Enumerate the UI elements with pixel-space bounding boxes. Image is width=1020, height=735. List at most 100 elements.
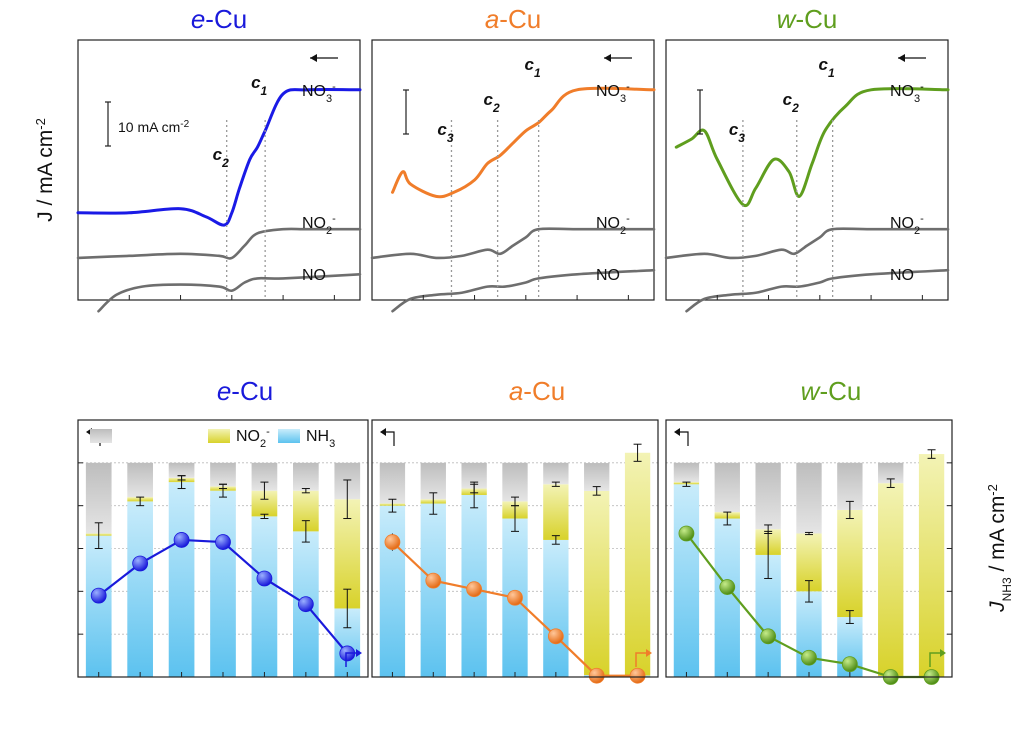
peak-label: c2	[783, 90, 799, 115]
curve-no2	[76, 227, 362, 260]
j-nh3-point	[466, 581, 483, 598]
bar-no2	[543, 484, 569, 540]
bar-nh3	[420, 503, 446, 677]
species-label: NO2-	[302, 213, 336, 237]
axis-indicator-arrow	[929, 652, 942, 667]
j-nh3-point	[801, 649, 817, 666]
legend-swatch-nh3	[278, 429, 300, 443]
j-nh3-point	[173, 532, 190, 548]
curve-no	[97, 273, 362, 313]
bar-no2	[584, 490, 610, 676]
panel-title: e-Cu	[217, 376, 273, 406]
peak-label: c1	[525, 55, 541, 80]
bar-undetected	[210, 462, 236, 487]
axis-indicator-head	[940, 649, 946, 657]
axis-indicator-arrow	[345, 652, 358, 667]
j-nh3-point	[256, 570, 273, 587]
bar-nh3	[168, 482, 195, 677]
scan-arrow-head	[898, 54, 905, 62]
bar-undetected	[293, 462, 319, 491]
peak-label: c1	[251, 73, 267, 98]
legend-label: NH3	[306, 428, 335, 450]
j-nh3-point	[547, 628, 564, 645]
bar-no2	[878, 483, 904, 676]
bar-no2	[837, 509, 863, 618]
legend-swatch-undetected	[90, 429, 112, 443]
panel-title: w-Cu	[777, 4, 838, 34]
curve-no3	[76, 87, 362, 227]
panel-4	[77, 419, 369, 678]
bar-nh3	[379, 505, 406, 677]
scan-arrow-head	[604, 54, 611, 62]
y-axis-label: J / mA cm-2	[33, 118, 58, 222]
j-nh3-point	[384, 534, 401, 550]
panel-1	[77, 39, 361, 301]
bar-undetected	[714, 462, 740, 513]
bar-undetected	[673, 462, 700, 483]
axis-indicator-head	[646, 649, 652, 657]
peak-label: c3	[729, 120, 745, 145]
bar-nh3	[127, 501, 153, 677]
panel-5	[371, 419, 659, 684]
j-nh3-point	[841, 656, 858, 673]
bar-nh3	[85, 535, 112, 677]
legend-swatch-no2	[208, 429, 230, 443]
axis-indicator-arrow	[635, 652, 648, 667]
scale-bar-label: 10 mA cm-2	[118, 119, 190, 136]
j-nh3-point	[215, 534, 231, 550]
species-label: NO2-	[890, 213, 924, 237]
scan-arrow-head	[310, 54, 317, 62]
panel-2	[371, 39, 655, 301]
legend-label: NO2-	[236, 426, 270, 450]
bar-undetected	[502, 462, 528, 502]
j-nh3-point	[719, 579, 736, 595]
j-nh3-point	[678, 525, 695, 542]
y2-axis-label: JNH3 / mA cm-2	[985, 484, 1015, 613]
bar-undetected	[543, 462, 569, 485]
panel-title: a-Cu	[509, 376, 565, 406]
bar-undetected	[127, 462, 153, 498]
peak-label: c2	[484, 90, 500, 115]
bar-undetected	[168, 462, 195, 478]
axis-indicator-head	[356, 649, 362, 657]
curve-no2	[664, 227, 950, 260]
axis-indicator-arrow	[384, 431, 395, 446]
plot-frame	[371, 419, 659, 678]
j-nh3-point	[629, 667, 646, 684]
bar-undetected	[85, 462, 112, 534]
curve-no3	[391, 86, 656, 199]
bar-no2	[624, 452, 651, 676]
species-label: NO3-	[890, 81, 924, 105]
panel-3	[665, 39, 949, 301]
j-nh3-point	[297, 596, 314, 613]
plot-frame	[371, 39, 655, 301]
j-nh3-point	[760, 628, 777, 645]
species-label: NO	[890, 267, 914, 284]
bar-nh3	[251, 516, 278, 677]
bar-nh3	[210, 490, 236, 677]
peak-label: c1	[819, 55, 835, 80]
species-label: NO2-	[596, 213, 630, 237]
axis-indicator-head	[674, 428, 680, 436]
peak-label: c3	[437, 120, 453, 145]
j-nh3-point	[507, 589, 523, 606]
panel-6	[665, 419, 953, 685]
panel-title: w-Cu	[801, 376, 862, 406]
bar-undetected	[379, 462, 406, 504]
j-nh3-point	[588, 667, 605, 684]
bar-nh3	[673, 484, 700, 677]
panel-title: e-Cu	[191, 4, 247, 34]
species-label: NO3-	[302, 81, 336, 105]
curve-no3	[674, 87, 950, 208]
peak-label: c2	[213, 145, 229, 170]
panel-title: a-Cu	[485, 4, 541, 34]
j-nh3-point	[425, 572, 442, 589]
species-label: NO	[302, 267, 326, 284]
bar-undetected	[878, 462, 904, 484]
bar-nh3	[543, 539, 569, 677]
axis-indicator-head	[380, 428, 386, 436]
axis-indicator-arrow	[678, 431, 689, 446]
j-nh3-point	[132, 555, 149, 572]
curve-no2	[370, 227, 656, 260]
